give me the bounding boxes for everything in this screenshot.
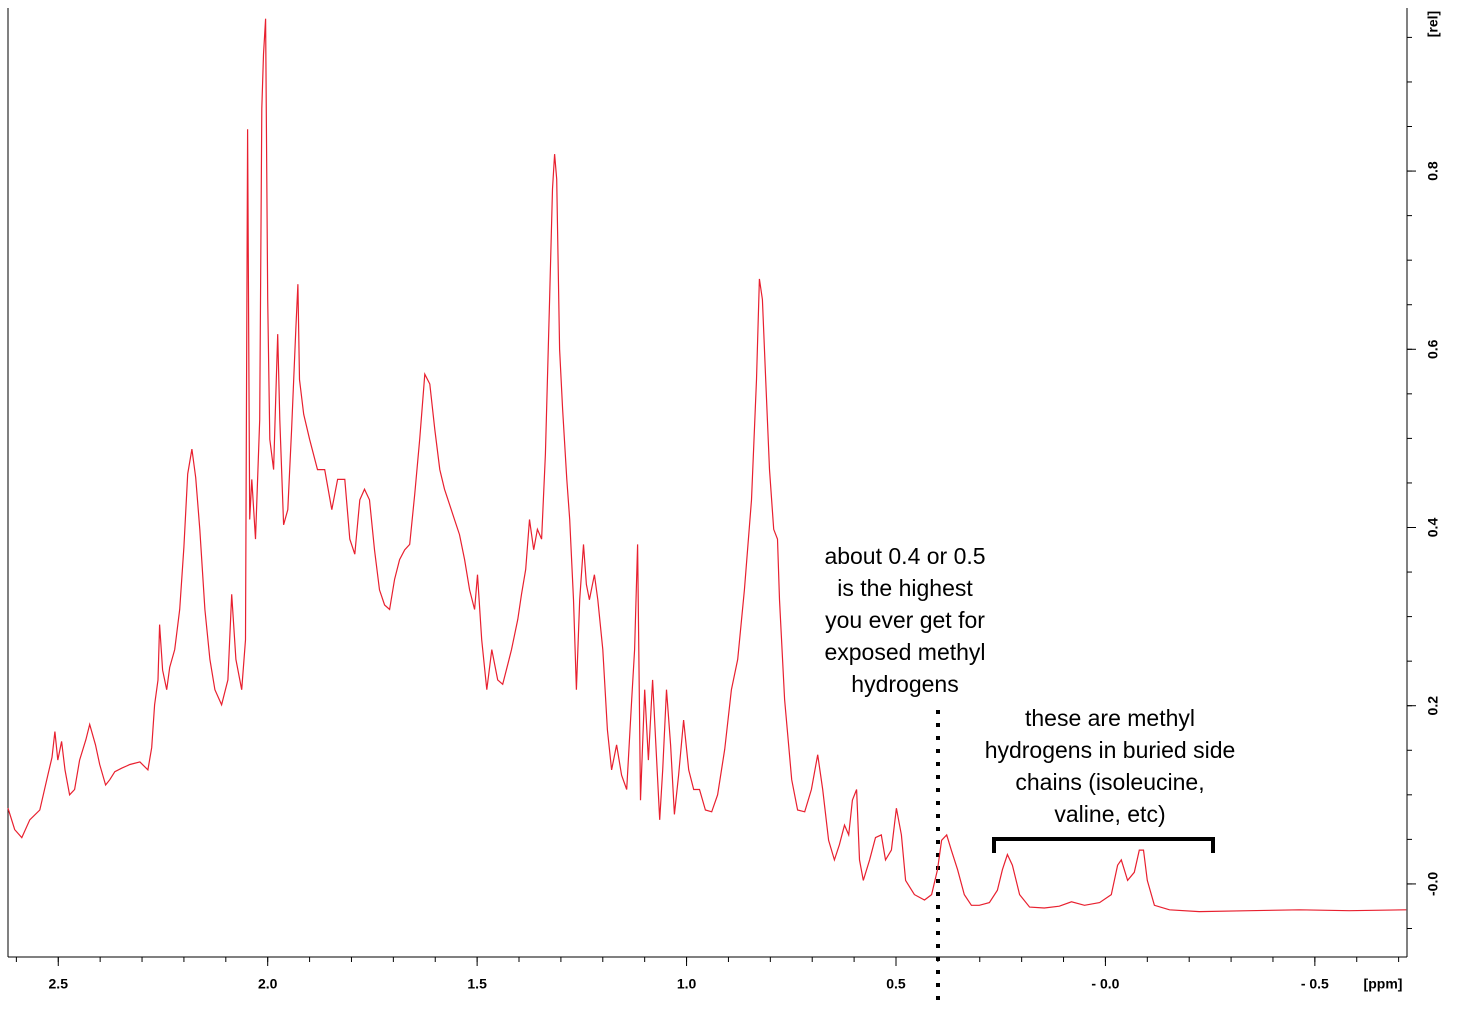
annotation-text: hydrogens in buried side [985,737,1236,763]
x-tick-label: 1.0 [677,976,697,992]
spectrum-line [7,18,1407,913]
y-tick-label: -0.0 [1425,872,1441,896]
x-tick-label: 2.0 [258,976,278,992]
y-tick-label: 0.4 [1425,518,1441,538]
y-tick-label: 0.6 [1425,339,1441,359]
y-axis-label: [rel] [1425,11,1441,37]
annotation-text: exposed methyl [824,639,985,665]
annotation-text: hydrogens [851,671,958,697]
x-axis-label: [ppm] [1364,976,1403,992]
y-tick-label: 0.8 [1425,161,1441,181]
x-tick-label: - 0.5 [1301,976,1329,992]
annotation-text: these are methyl [1025,705,1195,731]
bracket [992,837,1215,853]
annotation-text: you ever get for [825,607,985,633]
x-tick-label: 1.5 [467,976,487,992]
x-tick-label: - 0.0 [1091,976,1119,992]
x-tick-label: 0.5 [886,976,906,992]
annotation-text: about 0.4 or 0.5 [824,543,985,569]
y-tick-label: 0.2 [1425,696,1441,716]
annotation-text: is the highest [837,575,973,601]
x-tick-label: 2.5 [49,976,69,992]
annotation-text: valine, etc) [1054,801,1165,827]
annotation-text: chains (isoleucine, [1015,769,1204,795]
